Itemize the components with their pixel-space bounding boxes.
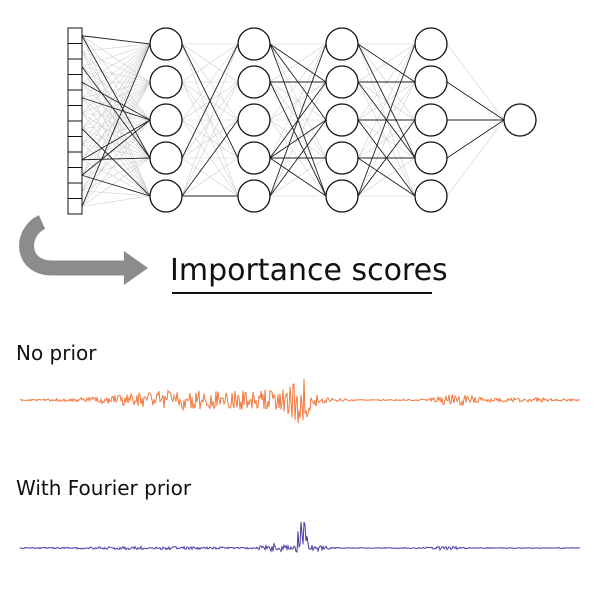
strong-edge [269, 119, 327, 197]
hidden-node [414, 103, 448, 137]
strong-edge [357, 43, 416, 197]
weak-edge [181, 43, 239, 121]
strong-edge [81, 157, 151, 161]
hidden-node [414, 141, 448, 175]
strong-edge [357, 43, 416, 83]
hidden-node [325, 179, 359, 213]
weak-edge [181, 43, 239, 197]
curved-arrow-icon [19, 215, 148, 285]
signal-trace-fourier-prior [19, 521, 581, 553]
weak-edge [81, 81, 151, 191]
hidden-node [237, 27, 271, 61]
strong-edge [81, 119, 151, 176]
hidden-node [237, 65, 271, 99]
hidden-node [237, 103, 271, 137]
hidden-node [325, 65, 359, 99]
weak-edge [81, 35, 151, 121]
hidden-node [325, 103, 359, 137]
weak-edge [81, 35, 151, 83]
heading: Importance scores [170, 253, 448, 288]
hidden-node [414, 179, 448, 213]
strong-edge [181, 43, 239, 159]
weak-edge [446, 119, 505, 197]
output-node [503, 103, 537, 137]
strong-edge [81, 35, 151, 159]
weak-edge [81, 195, 151, 207]
hidden-node [237, 141, 271, 175]
input-cell [67, 151, 83, 168]
weak-edge [81, 81, 151, 160]
weak-edge [81, 43, 151, 145]
weak-edge [81, 144, 151, 197]
weak-edge [81, 43, 151, 191]
hidden-node [149, 27, 183, 61]
strong-edge [269, 43, 327, 83]
signal-trace-no-prior [19, 378, 581, 424]
panel-label-fourier-prior: With Fourier prior [16, 476, 192, 500]
weak-edge [81, 81, 151, 99]
hidden-node [149, 141, 183, 175]
strong-edge [269, 119, 327, 159]
input-cell [67, 74, 83, 91]
hidden-node [149, 65, 183, 99]
strong-edge [81, 43, 151, 207]
hidden-node [414, 65, 448, 99]
weak-edge [181, 43, 239, 83]
weak-edge [81, 81, 151, 207]
input-cell [67, 182, 83, 199]
strong-edge [81, 66, 151, 159]
strong-edge [446, 81, 505, 121]
strong-edge [181, 119, 239, 197]
weak-edge [181, 157, 239, 197]
input-cell [67, 58, 83, 75]
strong-edge [269, 157, 327, 197]
strong-edge [357, 157, 416, 197]
weak-edge [81, 66, 151, 83]
strong-edge [357, 119, 416, 197]
weak-edge [81, 43, 151, 129]
strong-edge [81, 128, 151, 197]
weak-edge [269, 43, 327, 159]
weak-edge [81, 43, 151, 83]
strong-edge [357, 43, 416, 159]
weak-edge [357, 81, 416, 197]
weak-edge [181, 81, 239, 197]
input-cell [67, 198, 83, 215]
input-cell [67, 120, 83, 137]
hidden-node [149, 179, 183, 213]
strong-edge [81, 97, 151, 121]
strong-edge [446, 119, 505, 159]
input-cell [67, 136, 83, 153]
input-cell [67, 27, 83, 44]
hidden-node [325, 141, 359, 175]
weak-edge [81, 81, 151, 129]
weak-edge [81, 43, 151, 68]
input-cell [67, 43, 83, 60]
hidden-node [149, 103, 183, 137]
strong-edge [81, 81, 151, 121]
hidden-node [237, 179, 271, 213]
strong-edge [81, 35, 151, 45]
weak-edge [81, 43, 151, 52]
weak-edge [81, 157, 151, 207]
weak-edge [446, 43, 505, 121]
hidden-node [414, 27, 448, 61]
panel-label-no-prior: No prior [16, 341, 97, 365]
strong-edge [81, 119, 151, 161]
network-nodes [149, 27, 537, 213]
input-cell [67, 105, 83, 122]
strong-connections [81, 35, 505, 207]
weak-edge [81, 119, 151, 207]
hidden-node [325, 27, 359, 61]
input-vector [67, 27, 83, 215]
input-cell [67, 89, 83, 106]
input-cell [67, 167, 83, 184]
strong-edge [269, 43, 327, 197]
